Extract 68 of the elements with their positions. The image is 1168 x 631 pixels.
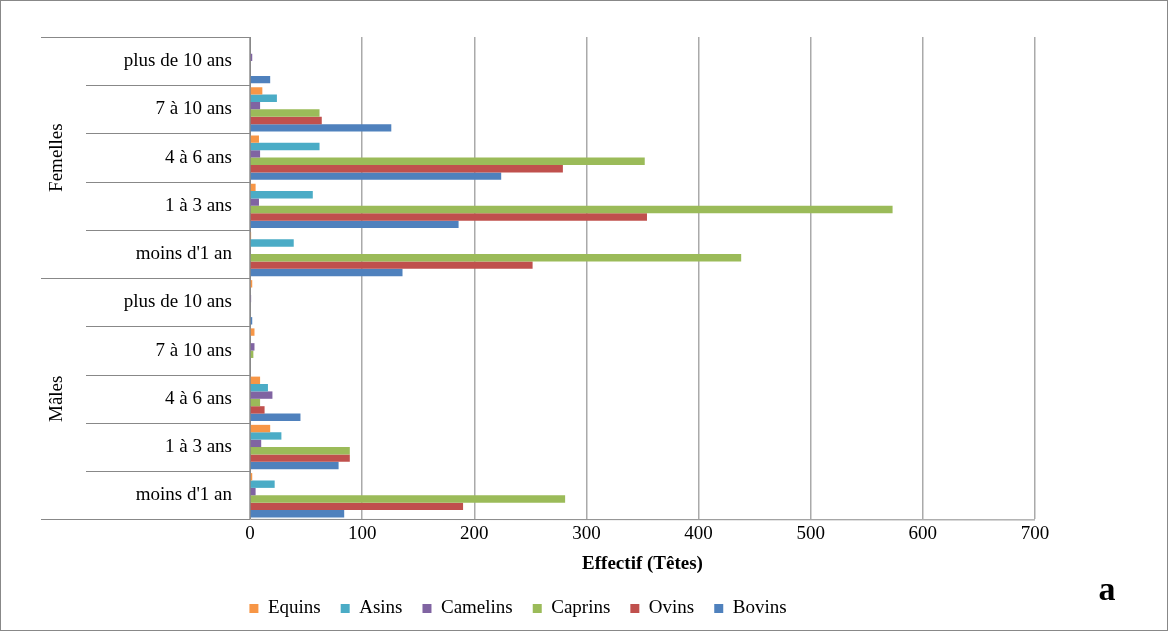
bar (250, 116, 322, 125)
bar (250, 502, 464, 511)
bar (250, 424, 271, 433)
bar (250, 510, 345, 518)
bar (250, 135, 259, 143)
bar (250, 124, 392, 132)
x-tick-label: 0 (245, 521, 255, 543)
bar (250, 376, 261, 385)
y-tick-label: 7 à 10 ans (155, 338, 232, 360)
bar (250, 157, 645, 165)
bar (250, 447, 350, 455)
bar (250, 461, 339, 470)
y-tick-label: plus de 10 ans (123, 49, 232, 71)
y-tick-label: 4 à 6 ans (164, 145, 232, 167)
legend-label: Ovins (648, 596, 695, 618)
x-tick-label: 100 (347, 521, 377, 543)
bar (250, 239, 294, 247)
bar (250, 487, 256, 496)
bar (250, 165, 563, 173)
bar (250, 101, 261, 110)
x-tick-label: 500 (796, 521, 825, 543)
y-tick-label: 4 à 6 ans (164, 386, 232, 408)
bar (250, 454, 350, 462)
y-tick-label: moins d'1 an (135, 483, 233, 505)
bar (250, 150, 261, 158)
x-tick-label: 300 (572, 521, 601, 543)
legend-label: Camelins (440, 596, 513, 618)
text: Femelles (44, 123, 66, 192)
bar (250, 261, 533, 269)
text: a (1098, 569, 1116, 607)
bar (250, 398, 261, 407)
bar (250, 198, 259, 206)
legend-label: Equins (267, 596, 321, 618)
bar (250, 254, 742, 262)
y-tick-label: 1 à 3 ans (164, 435, 232, 457)
bar (250, 172, 502, 180)
legend-label: Asins (359, 596, 403, 618)
bar (250, 384, 268, 392)
bar (250, 87, 263, 95)
y-tick-label: 7 à 10 ans (155, 97, 232, 119)
bar (250, 391, 273, 399)
bar (250, 220, 459, 229)
text: Mâles (44, 375, 66, 423)
x-tick-label: 400 (684, 521, 713, 543)
y-tick-label: moins d'1 an (135, 242, 233, 264)
bar (250, 439, 262, 448)
bar (250, 109, 320, 117)
bar (250, 183, 256, 192)
x-tick-label: 200 (460, 521, 489, 543)
bar (250, 413, 301, 421)
y-tick-label: plus de 10 ans (123, 290, 232, 312)
bar (250, 432, 282, 440)
bar (250, 213, 647, 221)
bar (250, 191, 313, 199)
legend-label: Bovins (732, 596, 787, 618)
legend-label: Caprins (551, 596, 611, 618)
bar (250, 495, 566, 503)
bar (250, 480, 275, 488)
bar (250, 268, 403, 277)
x-axis-title: Effectif (Têtes) (582, 551, 703, 574)
bar (250, 142, 320, 151)
x-tick-label: 600 (908, 521, 938, 543)
bar (250, 205, 893, 214)
bar (250, 406, 265, 414)
bar (250, 75, 271, 84)
x-tick-label: 700 (1020, 521, 1050, 543)
bar (250, 94, 277, 102)
y-tick-label: 1 à 3 ans (164, 193, 232, 215)
